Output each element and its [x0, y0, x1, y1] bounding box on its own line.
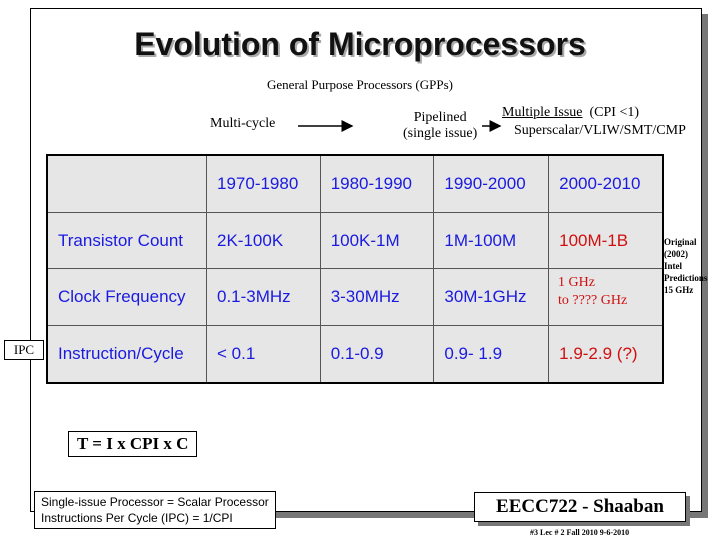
ghz-note: 1 GHz to ???? GHz [558, 274, 627, 310]
table-header-cell: 2000-2010 [548, 154, 664, 214]
single-issue-line1: Single-issue Processor = Scalar Processo… [41, 495, 269, 509]
table-cell: < 0.1 [206, 324, 321, 384]
course-label: EECC722 - Shaaban [474, 492, 686, 522]
table-row: Clock Frequency 0.1-3MHz 3-30MHz 30M-1GH… [46, 268, 664, 326]
original-note-line: (2002) [664, 249, 688, 259]
original-note-line: Intel [664, 261, 682, 271]
row-label: Instruction/Cycle [46, 324, 207, 384]
table-header-cell: 1990-2000 [433, 154, 550, 214]
table-header-cell: 1970-1980 [206, 154, 321, 214]
table-header-cell [46, 154, 207, 214]
table-cell: 0.9- 1.9 [433, 324, 550, 384]
multi-cycle-label: Multi-cycle [210, 116, 276, 131]
execution-time-formula: T = I x CPI x C [68, 431, 198, 457]
row-label: Clock Frequency [46, 268, 207, 326]
original-note-line: Original [664, 237, 697, 247]
row-label: Transistor Count [46, 212, 207, 270]
table-cell: 0.1-0.9 [319, 324, 435, 384]
table-cell [548, 268, 664, 326]
pipelined-line1: Pipelined [413, 110, 467, 125]
cpi-note: (CPI <1) [589, 105, 640, 120]
original-note-line: 15 GHz [664, 285, 694, 295]
single-issue-note: Single-issue Processor = Scalar Processo… [34, 491, 276, 529]
slide-title: Evolution of Microprocessors [134, 26, 586, 62]
single-issue-line2: Instructions Per Cycle (IPC) = 1/CPI [41, 511, 233, 525]
ghz-line1: 1 GHz [558, 275, 595, 290]
ipc-label: IPC [4, 340, 44, 360]
table-cell: 30M-1GHz [433, 268, 550, 326]
ghz-line2: to ???? GHz [558, 293, 628, 308]
table-header-cell: 1980-1990 [319, 154, 435, 214]
superscalar-text: Superscalar/VLIW/SMT/CMP [514, 123, 686, 138]
table-cell: 100M-1B [548, 212, 664, 270]
pipelined-label: Pipelined (single issue) [403, 110, 477, 142]
table-cell: 100K-1M [319, 212, 435, 270]
multiple-issue-text: Multiple Issue [502, 105, 583, 120]
table-row: Transistor Count 2K-100K 100K-1M 1M-100M… [46, 212, 664, 270]
original-note-line: Predictions [664, 273, 708, 283]
slide-subtitle: General Purpose Processors (GPPs) [267, 77, 453, 92]
table-cell: 1.9-2.9 (?) [548, 324, 664, 384]
microprocessor-evolution-table: 1970-1980 1980-1990 1990-2000 2000-2010 … [46, 154, 664, 384]
pipelined-line2: (single issue) [403, 126, 478, 141]
table-row: Instruction/Cycle < 0.1 0.1-0.9 0.9- 1.9… [46, 324, 664, 384]
table-header-row: 1970-1980 1980-1990 1990-2000 2000-2010 [46, 154, 664, 214]
slide-footer: #3 Lec # 2 Fall 2010 9-6-2010 [530, 528, 630, 537]
original-prediction-note: Original (2002) Intel Predictions 15 GHz [664, 236, 707, 296]
table-cell: 1M-100M [433, 212, 550, 270]
table-cell: 0.1-3MHz [206, 268, 321, 326]
multiple-issue-label: Multiple Issue (CPI <1) Superscalar/VLIW… [502, 104, 686, 140]
table-cell: 2K-100K [206, 212, 321, 270]
table-cell: 3-30MHz [319, 268, 435, 326]
